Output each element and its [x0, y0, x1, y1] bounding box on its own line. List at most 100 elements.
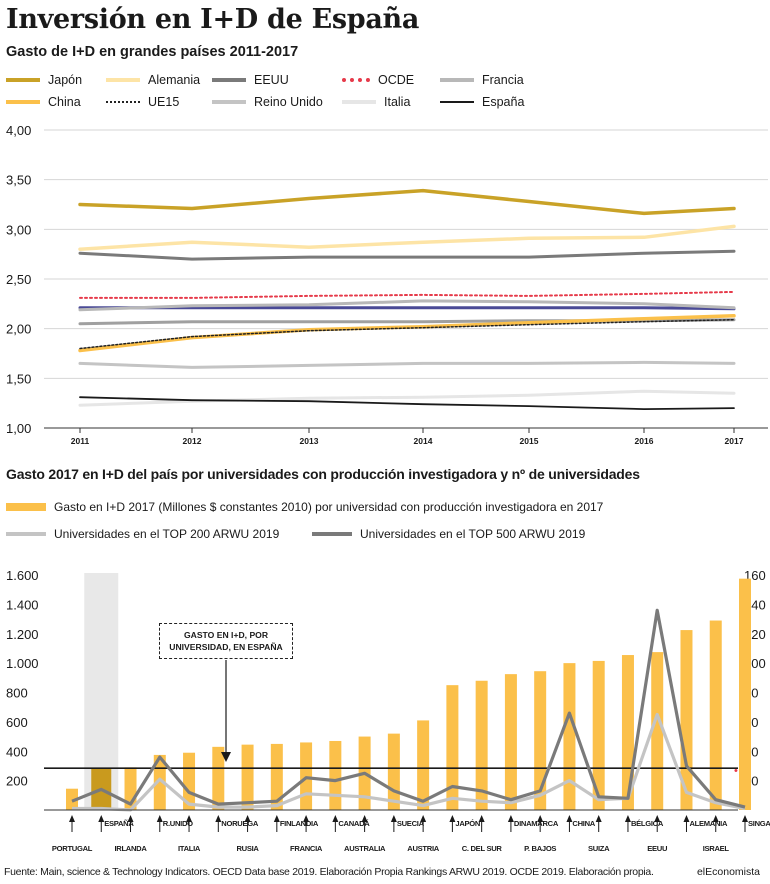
- series-line-china: [78, 314, 736, 353]
- x-tick-label: 2013: [300, 436, 319, 446]
- category-arrowhead: [361, 815, 368, 822]
- y-tick-label: 3,50: [6, 173, 31, 188]
- legend-swatch: [6, 532, 46, 536]
- legend-item-gasto: Gasto en I+D 2017 (Millones $ constantes…: [6, 500, 603, 514]
- category-label: ISRAEL: [703, 844, 730, 853]
- legend-label: Reino Unido: [254, 95, 323, 109]
- x-tick-label: 2014: [414, 436, 433, 446]
- category-label: IRLANDA: [114, 844, 147, 853]
- chart2-title: Gasto 2017 en I+D del país por universid…: [6, 466, 640, 482]
- y-tick-label: 3,00: [6, 222, 31, 237]
- legend-swatch: [6, 503, 46, 511]
- category-label: JAPÓN: [455, 819, 480, 828]
- series-line-eeuu: [78, 249, 736, 261]
- category-label: FINLANDIA: [280, 819, 319, 828]
- legend-item-italia: Italia: [342, 95, 410, 109]
- legend-label: Universidades en el TOP 200 ARWU 2019: [54, 527, 280, 541]
- category-arrowhead: [742, 815, 748, 822]
- legend-item-china: China: [6, 95, 81, 109]
- y-tick-label: 1,50: [6, 371, 31, 386]
- category-arrowhead: [683, 815, 690, 822]
- bar: [270, 743, 283, 810]
- legend-swatch: [106, 78, 140, 82]
- category-label: FRANCIA: [290, 844, 323, 853]
- bar: [66, 788, 78, 810]
- category-arrowhead: [624, 815, 631, 822]
- series-line-ue15: [79, 318, 735, 350]
- bar: [651, 652, 664, 810]
- bar: [563, 663, 576, 810]
- bar: [504, 674, 517, 810]
- legend-swatch: [6, 100, 40, 104]
- legend-swatch: [212, 78, 246, 82]
- series-line-ocde: [79, 290, 735, 299]
- category-arrowhead: [98, 815, 105, 822]
- legend-swatch: [212, 100, 246, 104]
- y-tick-label: 800: [6, 686, 28, 701]
- bar: [680, 630, 693, 810]
- y-tick-label: 2,00: [6, 322, 31, 337]
- legend-item-ocde: OCDE: [342, 73, 414, 87]
- category-arrowhead: [712, 815, 719, 822]
- category-arrowhead: [69, 815, 75, 822]
- x-tick-label: 2011: [71, 436, 90, 446]
- category-label: SUIZA: [588, 844, 610, 853]
- category-arrowhead: [654, 815, 661, 822]
- x-tick-label: 2015: [520, 436, 539, 446]
- legend-item-reino-unido: Reino Unido: [212, 95, 323, 109]
- category-arrowhead: [390, 815, 397, 822]
- category-label: P. BAJOS: [524, 844, 556, 853]
- bar: [592, 660, 605, 810]
- bar: [446, 685, 459, 810]
- category-arrowhead: [186, 815, 193, 822]
- annotation-box: GASTO EN I+D, POR UNIVERSIDAD, EN ESPAÑA: [159, 623, 293, 659]
- series-line-reino-unido: [78, 360, 736, 369]
- legend-label: Francia: [482, 73, 524, 87]
- category-label: AUSTRIA: [407, 844, 439, 853]
- x-tick-label: 2012: [183, 436, 202, 446]
- y-tick-label: 1.200: [6, 627, 39, 642]
- legend-item-japon: Japón: [6, 73, 82, 87]
- legend-item-ue15: UE15: [106, 95, 179, 109]
- legend-swatch: [440, 78, 474, 82]
- legend-swatch: [342, 100, 376, 104]
- y-tick-label: 1.000: [6, 656, 39, 671]
- category-arrowhead: [273, 815, 280, 822]
- legend-label: Gasto en I+D 2017 (Millones $ constantes…: [54, 500, 604, 514]
- brand-logo: elEconomista: [696, 866, 760, 878]
- category-arrowhead: [156, 815, 163, 822]
- y-tick-label: 200: [6, 774, 28, 789]
- series-line-top500: [71, 608, 746, 809]
- legend-swatch: [312, 532, 352, 536]
- category-label: SUECIA: [397, 819, 425, 828]
- bar: [124, 767, 137, 810]
- category-label: ITALIA: [178, 844, 201, 853]
- category-arrowhead: [507, 815, 514, 822]
- bar: [329, 740, 342, 810]
- bar: [387, 733, 400, 810]
- category-label: CANADÁ: [338, 819, 370, 828]
- bar: [183, 752, 196, 810]
- legend-label: Alemania: [148, 73, 201, 87]
- category-arrowhead: [478, 815, 485, 822]
- annotation-arrowhead: [221, 752, 231, 762]
- series-line-alemania: [78, 224, 736, 251]
- legend-label: EEUU: [254, 73, 289, 87]
- y-tick-label: 1.600: [6, 568, 39, 583]
- legend-label: Italia: [384, 95, 411, 109]
- legend-label: China: [48, 95, 81, 109]
- legend-item-alemania: Alemania: [106, 73, 200, 87]
- chart1-subtitle: Gasto de I+D en grandes países 2011-2017: [6, 44, 299, 60]
- legend-item-francia: Francia: [440, 73, 524, 87]
- category-label: ESPAÑA: [104, 819, 134, 828]
- y-tick-label: 1.400: [6, 597, 39, 612]
- bar: [417, 720, 430, 810]
- category-label: C. DEL SUR: [462, 844, 503, 853]
- y-tick-label: 4,00: [6, 123, 31, 138]
- category-label: NORUEGA: [221, 819, 259, 828]
- legend-label: España: [482, 95, 525, 109]
- category-arrowhead: [449, 815, 456, 822]
- legend-swatch: [6, 78, 40, 82]
- legend-item-top200: Universidades en el TOP 200 ARWU 2019: [6, 527, 279, 541]
